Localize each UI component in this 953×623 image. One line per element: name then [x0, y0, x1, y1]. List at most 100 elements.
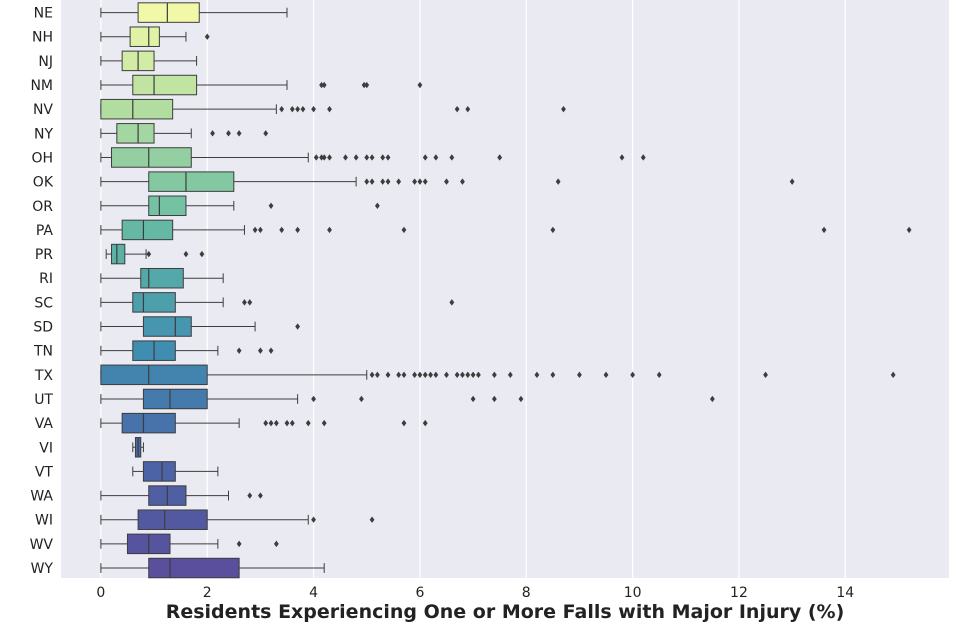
outlier-point	[385, 371, 391, 379]
outlier-point	[263, 419, 269, 427]
x-tick-label: 6	[415, 585, 424, 601]
box-wv	[100, 533, 279, 555]
outlier-point	[369, 178, 375, 185]
y-tick-label: NE	[34, 6, 53, 22]
outlier-point	[417, 81, 423, 89]
iqr-box	[129, 26, 160, 47]
outlier-point	[789, 178, 795, 185]
outlier-point	[374, 202, 380, 209]
outlier-point	[327, 105, 332, 113]
outlier-point	[311, 516, 316, 523]
box-ri	[100, 267, 224, 289]
outlier-point	[279, 105, 285, 113]
outlier-point	[412, 178, 418, 185]
outlier-point	[497, 154, 503, 161]
outlier-point	[518, 395, 524, 403]
outlier-point	[313, 154, 319, 161]
iqr-box	[142, 316, 192, 337]
x-tick-label: 2	[203, 585, 212, 601]
outlier-point	[444, 371, 449, 379]
iqr-box	[111, 243, 126, 265]
outlier-point	[470, 371, 476, 379]
outlier-point	[454, 105, 460, 113]
outlier-point	[289, 105, 295, 113]
outlier-point	[577, 371, 582, 379]
outlier-point	[385, 178, 391, 185]
outlier-point	[821, 226, 827, 234]
outlier-point	[242, 299, 247, 306]
outlier-point	[433, 154, 439, 161]
outlier-point	[252, 226, 258, 234]
y-tick-label: RI	[39, 271, 53, 287]
box-nh	[100, 26, 210, 47]
outlier-point	[422, 419, 428, 427]
x-tick-label: 4	[309, 585, 318, 601]
outlier-point	[422, 154, 428, 161]
outlier-point	[603, 371, 609, 379]
outlier-point	[327, 226, 332, 234]
outlier-point	[454, 371, 460, 379]
iqr-box	[137, 2, 200, 23]
iqr-box	[142, 461, 176, 482]
iqr-box	[100, 364, 208, 386]
outlier-point	[236, 130, 242, 137]
outlier-point	[268, 202, 274, 209]
y-tick-label: VT	[35, 464, 54, 480]
iqr-box	[111, 147, 192, 168]
outlier-point	[422, 371, 428, 379]
x-tick-label: 8	[522, 585, 531, 601]
outlier-point	[470, 395, 476, 403]
outlier-point	[369, 516, 375, 523]
box-nm	[100, 74, 423, 96]
x-tick-label: 10	[624, 585, 642, 601]
outlier-point	[146, 250, 152, 258]
outlier-point	[273, 540, 279, 548]
outlier-point	[374, 371, 380, 379]
outlier-point	[401, 419, 407, 427]
box-ny	[100, 123, 269, 144]
y-tick-label: UT	[34, 392, 53, 408]
outlier-point	[422, 178, 428, 185]
outlier-point	[359, 395, 364, 403]
box-tx	[100, 364, 896, 386]
outlier-point	[327, 154, 332, 161]
outlier-point	[321, 81, 327, 89]
outlier-point	[369, 371, 375, 379]
outlier-point	[258, 492, 263, 499]
y-tick-label: OK	[33, 175, 54, 191]
outlier-point	[361, 81, 367, 89]
outlier-point	[226, 130, 231, 137]
outlier-point	[236, 540, 242, 548]
outlier-point	[460, 178, 465, 185]
box-va	[100, 412, 428, 434]
y-tick-label: WV	[30, 537, 54, 553]
outlier-point	[491, 371, 497, 379]
y-tick-label: TN	[33, 344, 53, 360]
box-wa	[100, 485, 263, 506]
x-tick-label: 12	[730, 585, 748, 601]
iqr-box	[100, 98, 174, 120]
outlier-point	[476, 371, 481, 379]
outlier-point	[319, 81, 324, 89]
box-wy	[100, 557, 325, 579]
outlier-point	[258, 226, 263, 234]
iqr-box	[132, 74, 198, 96]
outlier-point	[210, 130, 215, 137]
outlier-point	[396, 178, 402, 185]
y-tick-label: NM	[30, 78, 53, 94]
outlier-point	[311, 395, 316, 403]
outlier-point	[763, 371, 768, 379]
outlier-point	[268, 347, 274, 354]
box-nv	[100, 98, 566, 120]
y-tick-label: PA	[36, 223, 54, 239]
outlier-point	[305, 419, 311, 427]
y-tick-label: SD	[33, 320, 53, 336]
y-axis-ticks: NE NH NJ NM NV NY OH OK OR PA PR RI SC SD TN TX UT VA VI VT…	[30, 6, 54, 577]
outlier-point	[428, 371, 433, 379]
box-wi	[100, 509, 375, 530]
outlier-point	[300, 105, 306, 113]
outlier-point	[534, 371, 540, 379]
outlier-point	[417, 178, 423, 185]
outlier-point	[353, 154, 359, 161]
